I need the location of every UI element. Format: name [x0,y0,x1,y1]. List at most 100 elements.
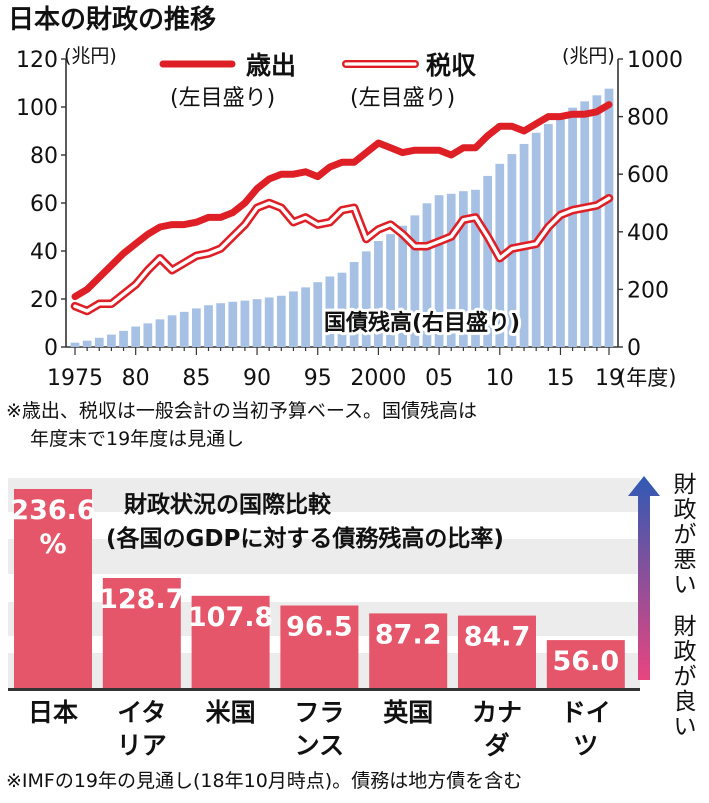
x-tick-label: 1975 [47,366,103,391]
x-tick-label: 95 [304,366,332,391]
debt-bar [119,330,128,347]
value-label: 96.5 [286,611,353,642]
x-tick-label: 15 [546,366,574,391]
right-tick-label: 400 [627,221,669,246]
right-tick-label: 200 [627,278,669,303]
country-label: リア [117,731,167,760]
value-label: 87.2 [375,619,442,650]
intl-baseline [8,688,640,691]
intl-bar [14,489,92,688]
x-axis-ticks: 1975 80 85 90 95 2000 05 10 15 19 [47,347,623,391]
left-unit-label: (兆円) [64,45,117,67]
chart2-title-line2: (各国のGDPに対する債務残高の比率) [106,525,504,552]
country-label: 米国 [206,698,256,727]
scale-bad-char: 悪 [674,547,697,573]
left-tick-label: 20 [30,288,58,313]
expenditure-line [71,101,613,301]
debt-bar [216,303,226,347]
intl-bar [102,578,181,688]
x-tick-label: 19 [595,366,623,391]
x-tick-label: 90 [243,366,271,391]
debt-bar [349,262,359,347]
legend-expenditure-label: 歳出 [246,51,296,80]
tax-line [73,196,611,313]
debt-bar [179,311,189,347]
x-tick-label: 80 [122,366,150,391]
debt-series-label: 国債残高(右目盛り) [324,310,520,336]
stripe [8,539,640,574]
value-label: 128.7 [99,584,184,615]
debt-bar [458,191,468,347]
debt-bar [543,124,553,347]
debt-bar [325,276,335,347]
value-label: 236.6 [10,495,95,526]
debt-bar [204,305,213,347]
debt-bar [240,300,250,347]
debt-bar [70,342,80,347]
left-tick-label: 80 [30,144,58,169]
line-series [70,101,614,316]
value-label: % [39,529,66,560]
debt-bar [289,291,298,347]
footnote-top-line2: 年度末で19年度は見通し [30,428,244,450]
debt-bar [155,319,165,347]
country-label: フラ [294,698,344,727]
right-tick-label: 800 [627,106,669,131]
country-label: ダ [484,731,509,760]
left-tick-label: 120 [16,48,58,73]
legend-tax-label: 税収 [426,51,477,80]
country-label: 英国 [383,698,433,727]
debt-bar [107,334,116,347]
debt-bar [276,295,286,347]
debt-bar [301,287,310,347]
country-label: ドイ [561,698,611,727]
intl-bar [458,615,536,688]
value-label: 56.0 [552,646,619,677]
debt-bar [471,189,480,347]
debt-bar [82,340,92,347]
debt-bar [483,175,493,347]
debt-bar [446,193,456,347]
left-tick-label: 0 [44,336,58,361]
chart2-title-line1: 財政状況の国際比較 [124,491,332,518]
footnote-bottom: ※IMFの19年の見通し(18年10月時点)。債務は地方債を含む [6,770,522,792]
debt-bar [131,326,141,347]
intl-bar [369,613,448,688]
debt-bar [313,282,323,347]
country-label: イタ [117,698,166,727]
country-label: ンス [295,731,345,760]
intl-bars [14,489,625,688]
debt-bar [374,241,383,347]
top-chart-axes: 0 20 40 60 80 100 120 0 200 400 600 800 1000 [16,48,683,361]
left-tick-label: 100 [16,96,58,121]
debt-bar [361,251,371,347]
debt-bar [422,203,432,347]
country-label: カナ [472,698,522,727]
country-label: 日本 [28,698,78,727]
chart1-title: 日本の財政の推移 [8,4,216,35]
scale-good-char: い [674,714,697,740]
intl-bar [546,640,625,688]
debt-bar [167,315,177,347]
debt-bar [398,225,408,347]
debt-bar [264,297,274,347]
scale-good-char: 財 [674,614,697,640]
x-tick-label: 85 [182,366,210,391]
scale-bad-char: が [674,522,697,548]
footnote-top-line1: ※歳出、税収は一般会計の当初予算ベース。国債残高は [6,400,477,422]
debt-bar [143,323,153,347]
debt-bar [568,107,577,347]
debt-bar [94,337,104,347]
debt-bar [434,195,444,347]
value-label: 84.7 [464,622,531,653]
left-tick-label: 40 [30,240,58,265]
right-unit-label: (兆円) [562,45,615,67]
right-tick-label: 600 [627,163,669,188]
legend-tax-sub: (左目盛り) [350,86,455,111]
country-label: ツ [573,731,598,760]
